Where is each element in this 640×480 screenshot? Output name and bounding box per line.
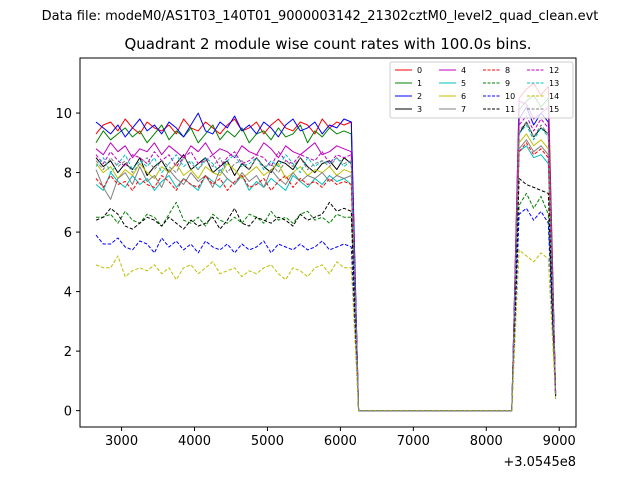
series-line-9 xyxy=(96,192,557,412)
series-line-14 xyxy=(95,249,557,412)
legend-label-6: 6 xyxy=(461,92,466,101)
x-tick-label: 9000 xyxy=(543,434,576,449)
legend-label-11: 11 xyxy=(505,105,515,114)
series-line-2 xyxy=(95,106,557,412)
series-layer xyxy=(95,82,557,412)
legend-label-15: 15 xyxy=(549,105,559,114)
legend-label-8: 8 xyxy=(505,66,510,75)
x-offset-label: +3.0545e8 xyxy=(503,455,576,470)
y-tick-label: 8 xyxy=(64,167,72,182)
legend-label-2: 2 xyxy=(417,92,422,101)
y-tick-label: 0 xyxy=(64,405,72,420)
series-line-11 xyxy=(95,178,557,412)
x-tick-label: 7000 xyxy=(397,434,430,449)
series-line-3 xyxy=(95,121,557,412)
x-tick-label: 3000 xyxy=(105,434,138,449)
series-line-1 xyxy=(95,94,557,412)
legend-label-3: 3 xyxy=(417,105,422,114)
legend-label-7: 7 xyxy=(461,105,466,114)
series-line-10 xyxy=(95,207,557,412)
legend-frame xyxy=(389,61,574,119)
x-tick-label: 5000 xyxy=(251,434,284,449)
x-tick-label: 6000 xyxy=(324,434,357,449)
legend-label-9: 9 xyxy=(505,79,510,88)
x-tick-label: 8000 xyxy=(470,434,503,449)
y-tick-label: 6 xyxy=(64,226,72,241)
legend-label-4: 4 xyxy=(461,66,466,75)
legend-label-13: 13 xyxy=(549,79,559,88)
y-axis: 0 2 4 6 8 10 xyxy=(55,107,80,420)
series-line-5 xyxy=(95,145,557,412)
x-tick-label: 4000 xyxy=(178,434,211,449)
chart-suptitle: Data file: modeM0/AS1T03_140T01_90000031… xyxy=(42,9,599,24)
y-tick-label: 2 xyxy=(64,345,72,360)
legend-label-0: 0 xyxy=(417,66,422,75)
series-line-4 xyxy=(95,100,557,412)
plot-area xyxy=(79,57,577,428)
legend-label-1: 1 xyxy=(417,79,422,88)
series-line-13 xyxy=(95,124,557,412)
series-line-15 xyxy=(95,121,557,412)
legend-label-5: 5 xyxy=(461,79,466,88)
legend-label-14: 14 xyxy=(549,92,559,101)
series-line-12 xyxy=(95,115,557,412)
chart-title: Quadrant 2 module wise count rates with … xyxy=(124,35,531,53)
y-tick-label: 4 xyxy=(64,286,72,301)
x-axis: 3000 4000 5000 6000 7000 8000 9000 xyxy=(105,427,576,449)
series-line-8 xyxy=(95,142,557,412)
legend-label-10: 10 xyxy=(505,92,515,101)
y-tick-label: 10 xyxy=(55,107,72,122)
series-line-6 xyxy=(95,133,557,412)
legend-label-12: 12 xyxy=(549,66,559,75)
